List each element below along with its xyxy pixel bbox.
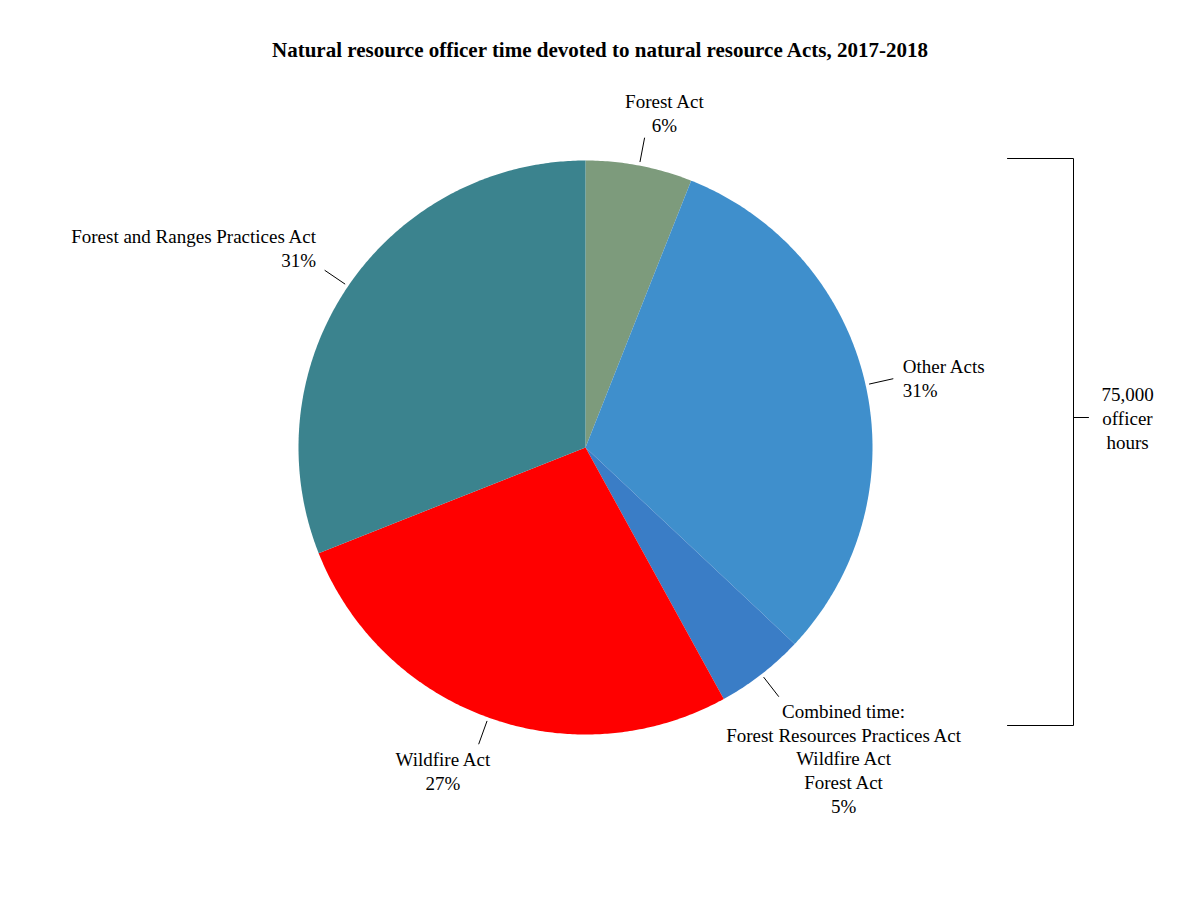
- html-text:Natural resource officer time: Natural resource officer time devoted to…: [272, 38, 928, 62]
- svg-text:Combined time:Forest Resources: Combined time:Forest Resources Practices…: [726, 701, 962, 817]
- svg-text:75,000officerhours: 75,000officerhours: [1101, 384, 1153, 453]
- svg-text:Wildfire Act27%: Wildfire Act27%: [396, 749, 491, 794]
- svg-text:Forest Act6%: Forest Act6%: [625, 91, 704, 136]
- svg-text:Other Acts31%: Other Acts31%: [903, 356, 985, 401]
- svg-text:Forest and Ranges Practices Ac: Forest and Ranges Practices Act31%: [71, 226, 317, 271]
